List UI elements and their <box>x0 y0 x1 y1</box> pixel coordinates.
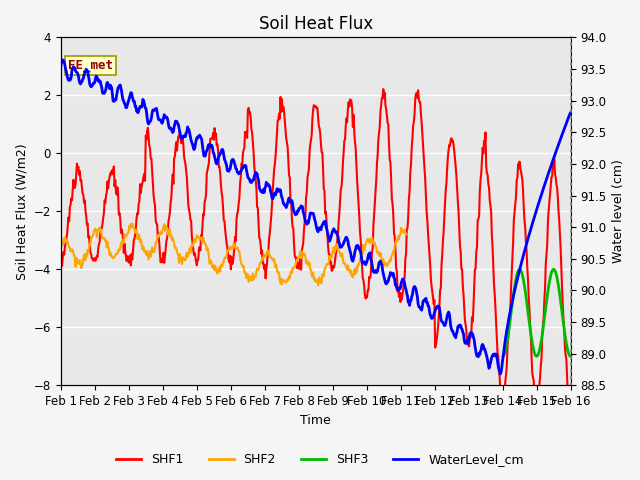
Y-axis label: Soil Heat Flux (W/m2): Soil Heat Flux (W/m2) <box>15 143 28 280</box>
Text: EE_met: EE_met <box>68 59 113 72</box>
WaterLevel_cm <box>119 97 127 103</box>
SHF2 <box>197 235 205 240</box>
Line: SHF1: SHF1 <box>61 89 571 405</box>
WaterLevel_cm <box>59 57 67 63</box>
SHF2 <box>378 255 385 261</box>
Legend: SHF1, SHF2, SHF3, WaterLevel_cm: SHF1, SHF2, SHF3, WaterLevel_cm <box>111 448 529 471</box>
WaterLevel_cm <box>378 262 386 267</box>
SHF2 <box>170 240 178 246</box>
Line: SHF2: SHF2 <box>61 224 407 285</box>
SHF1 <box>380 86 387 92</box>
SHF2 <box>118 237 126 243</box>
SHF1 <box>567 398 575 404</box>
WaterLevel_cm <box>393 286 401 291</box>
SHF3 <box>567 353 575 359</box>
WaterLevel_cm <box>171 121 179 127</box>
WaterLevel_cm <box>497 371 504 377</box>
Line: WaterLevel_cm: WaterLevel_cm <box>61 60 571 374</box>
SHF1 <box>66 204 74 210</box>
SHF1 <box>393 268 401 274</box>
SHF2 <box>66 246 74 252</box>
SHF2 <box>57 237 65 243</box>
SHF1 <box>498 402 506 408</box>
X-axis label: Time: Time <box>300 414 331 427</box>
SHF2 <box>392 237 400 243</box>
SHF1 <box>197 232 205 238</box>
SHF1 <box>57 252 65 258</box>
Y-axis label: Water level (cm): Water level (cm) <box>612 159 625 263</box>
WaterLevel_cm <box>67 76 74 82</box>
WaterLevel_cm <box>57 64 65 70</box>
SHF1 <box>118 230 126 236</box>
WaterLevel_cm <box>567 110 575 116</box>
WaterLevel_cm <box>198 137 205 143</box>
Line: SHF3: SHF3 <box>503 269 571 356</box>
SHF1 <box>378 101 385 107</box>
Title: Soil Heat Flux: Soil Heat Flux <box>259 15 372 33</box>
SHF1 <box>170 155 178 161</box>
